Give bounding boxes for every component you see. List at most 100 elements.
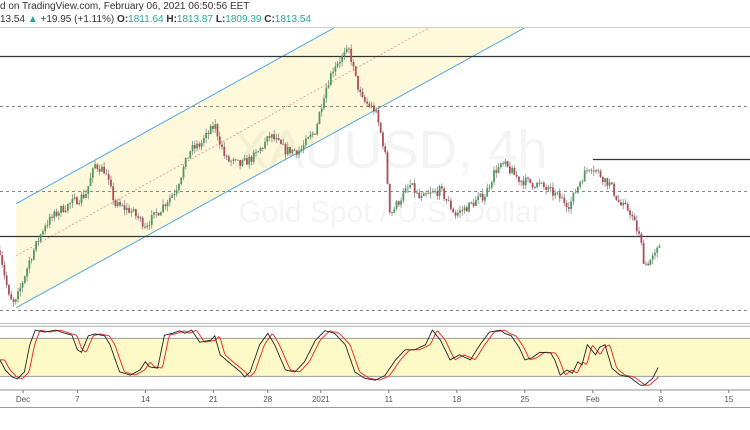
candle-up <box>130 211 133 213</box>
candle-up <box>477 196 480 200</box>
candle-up <box>323 98 325 109</box>
candle-down <box>542 182 545 188</box>
candle-up <box>395 201 398 209</box>
candle-down <box>377 110 380 123</box>
candle-up <box>232 159 235 161</box>
high-label: H: <box>166 14 177 25</box>
candle-up <box>159 212 162 216</box>
horizontal-levels[interactable] <box>0 23 750 311</box>
candle-up <box>325 87 328 99</box>
candle-down <box>502 163 504 165</box>
candle-down <box>141 217 144 227</box>
candle-up <box>595 170 597 172</box>
candle-down <box>5 275 8 286</box>
candle-down <box>647 263 650 266</box>
stoch-band <box>0 338 750 377</box>
candle-up <box>150 214 153 225</box>
candle-down <box>62 205 65 213</box>
candle-up <box>275 138 278 140</box>
candle-up <box>434 191 436 192</box>
candle-down <box>642 242 645 264</box>
candle-down <box>295 150 298 155</box>
candle-up <box>196 143 198 149</box>
candle-up <box>248 156 251 165</box>
candle-up <box>581 181 584 183</box>
parallel-channel[interactable] <box>15 0 567 309</box>
candle-down <box>314 133 316 135</box>
candle-down <box>157 213 160 216</box>
candle-down <box>447 200 450 202</box>
candle-up <box>404 188 407 193</box>
stochastic-pane <box>0 325 750 386</box>
candle-up <box>484 196 486 201</box>
candle-down <box>187 157 189 159</box>
candle-down <box>207 132 210 135</box>
candle-up <box>291 149 294 154</box>
x-tick-label: 7 <box>75 395 80 404</box>
candle-down <box>359 89 362 92</box>
candle-up <box>48 216 51 225</box>
candle-down <box>590 169 593 171</box>
candle-up <box>209 126 212 135</box>
candle-down <box>538 182 541 184</box>
candle-up <box>180 177 183 185</box>
candle-up <box>651 255 654 260</box>
candle-up <box>32 250 35 260</box>
candle-down <box>565 203 568 208</box>
candle-down <box>599 171 602 178</box>
candle-up <box>486 187 489 197</box>
candle-up <box>26 268 28 277</box>
candle-down <box>549 187 552 188</box>
candle-up <box>497 167 500 173</box>
candle-down <box>3 264 6 276</box>
candle-up <box>588 169 591 171</box>
x-tick-label: 18 <box>452 395 461 404</box>
candle-down <box>413 183 416 194</box>
candle-up <box>39 234 42 242</box>
candle-down <box>225 155 228 157</box>
candle-up <box>298 150 300 155</box>
low-value: 1809.39 <box>225 14 262 25</box>
candle-up <box>71 198 74 204</box>
candle-up <box>46 224 49 227</box>
candle-down <box>98 168 101 172</box>
candle-down <box>617 200 620 203</box>
candle-up <box>270 134 273 138</box>
candle-up <box>202 138 205 143</box>
candle-up <box>205 132 208 139</box>
candle-up <box>64 210 67 213</box>
candle-down <box>597 170 600 172</box>
candle-up <box>649 259 652 266</box>
candle-down <box>384 146 387 153</box>
x-tick-label: Dec <box>16 395 30 404</box>
candle-down <box>440 186 443 189</box>
candle-down <box>268 136 271 138</box>
candle-down <box>348 48 350 50</box>
candle-down <box>445 198 448 201</box>
candle-down <box>221 144 223 147</box>
candle-down <box>563 197 566 204</box>
candle-up <box>243 158 246 161</box>
candle-up <box>332 71 334 74</box>
candle-down <box>640 233 643 243</box>
candle-up <box>416 192 418 194</box>
high-value: 1813.87 <box>176 14 214 25</box>
candle-down <box>239 160 242 166</box>
candle-up <box>28 260 31 269</box>
candle-up <box>116 202 119 206</box>
candle-down <box>55 211 58 216</box>
candle-down <box>518 176 520 182</box>
candle-up <box>30 259 33 261</box>
candle-down <box>119 202 121 206</box>
candle-down <box>293 149 296 151</box>
candle-up <box>583 170 586 182</box>
triangle-up-icon: ▲ <box>27 14 38 25</box>
candle-up <box>146 225 149 228</box>
candle-up <box>320 108 323 112</box>
x-tick-label: Feb <box>586 395 600 404</box>
time-axis[interactable]: Dec 7 14 21 28 2021 11 18 25 Feb 8 15 <box>16 390 734 404</box>
candle-down <box>282 143 285 145</box>
candle-up <box>78 202 81 205</box>
candle-down <box>212 126 214 129</box>
